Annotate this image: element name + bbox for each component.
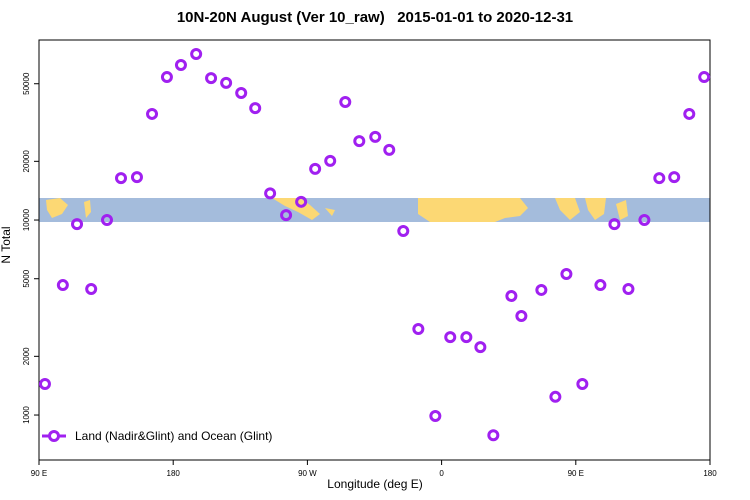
chart-title: 10N-20N August (Ver 10_raw) 2015-01-01 t… bbox=[177, 9, 573, 26]
x-tick-label: 180 bbox=[167, 469, 181, 478]
land bbox=[46, 198, 68, 218]
x-axis-label: Longitude (deg E) bbox=[327, 477, 422, 491]
map-band bbox=[39, 198, 710, 222]
point bbox=[235, 87, 248, 100]
x-tick-label: 0 bbox=[439, 469, 444, 478]
point bbox=[638, 214, 651, 227]
point bbox=[115, 172, 128, 185]
point bbox=[324, 154, 337, 167]
land bbox=[555, 198, 580, 220]
point bbox=[698, 71, 711, 84]
point bbox=[487, 429, 500, 442]
land bbox=[616, 200, 628, 220]
point bbox=[309, 162, 322, 175]
point bbox=[515, 309, 528, 322]
point bbox=[653, 172, 666, 185]
point bbox=[220, 76, 233, 89]
point bbox=[412, 323, 425, 336]
point bbox=[249, 102, 262, 115]
point bbox=[71, 218, 84, 231]
x-tick-label: 90 W bbox=[298, 469, 317, 478]
land bbox=[418, 198, 528, 222]
point bbox=[505, 289, 518, 302]
y-tick-label: 1000 bbox=[22, 406, 31, 424]
point bbox=[549, 390, 562, 403]
point bbox=[369, 130, 382, 143]
plot-frame bbox=[38, 39, 711, 461]
point bbox=[174, 58, 187, 71]
point bbox=[444, 331, 457, 344]
x-tick-label: 90 E bbox=[568, 469, 584, 478]
point bbox=[130, 171, 143, 184]
legend-marker bbox=[48, 430, 60, 442]
point bbox=[474, 341, 487, 354]
point bbox=[560, 267, 573, 280]
point bbox=[353, 135, 366, 148]
point bbox=[146, 107, 159, 120]
land bbox=[325, 208, 335, 216]
point bbox=[683, 107, 696, 120]
y-tick-label: 5000 bbox=[22, 269, 31, 287]
point bbox=[280, 209, 293, 222]
point bbox=[56, 279, 69, 292]
x-tick-label: 90 E bbox=[31, 469, 47, 478]
land bbox=[585, 198, 606, 220]
point bbox=[264, 187, 277, 200]
legend-label: Land (Nadir&Glint) and Ocean (Glint) bbox=[75, 429, 272, 443]
y-tick-label: 50000 bbox=[22, 72, 31, 95]
point bbox=[205, 72, 218, 85]
point bbox=[397, 224, 410, 237]
point bbox=[460, 331, 473, 344]
y-tick-label: 2000 bbox=[22, 347, 31, 365]
point bbox=[668, 171, 681, 184]
y-tick-label: 10000 bbox=[22, 208, 31, 231]
ocean-band bbox=[39, 198, 710, 222]
point bbox=[190, 48, 203, 61]
y-axis-label: N Total bbox=[0, 226, 13, 263]
point bbox=[160, 71, 173, 84]
point bbox=[85, 282, 98, 295]
point bbox=[295, 195, 308, 208]
point bbox=[38, 377, 51, 390]
point bbox=[622, 282, 635, 295]
point bbox=[339, 95, 352, 108]
point bbox=[576, 377, 589, 390]
point bbox=[608, 218, 621, 231]
point bbox=[100, 214, 113, 227]
point bbox=[383, 143, 396, 156]
point bbox=[429, 410, 442, 423]
x-tick-label: 180 bbox=[703, 469, 717, 478]
land bbox=[272, 198, 320, 220]
y-tick-label: 20000 bbox=[22, 150, 31, 173]
land bbox=[84, 200, 91, 218]
point bbox=[594, 279, 607, 292]
point bbox=[535, 283, 548, 296]
